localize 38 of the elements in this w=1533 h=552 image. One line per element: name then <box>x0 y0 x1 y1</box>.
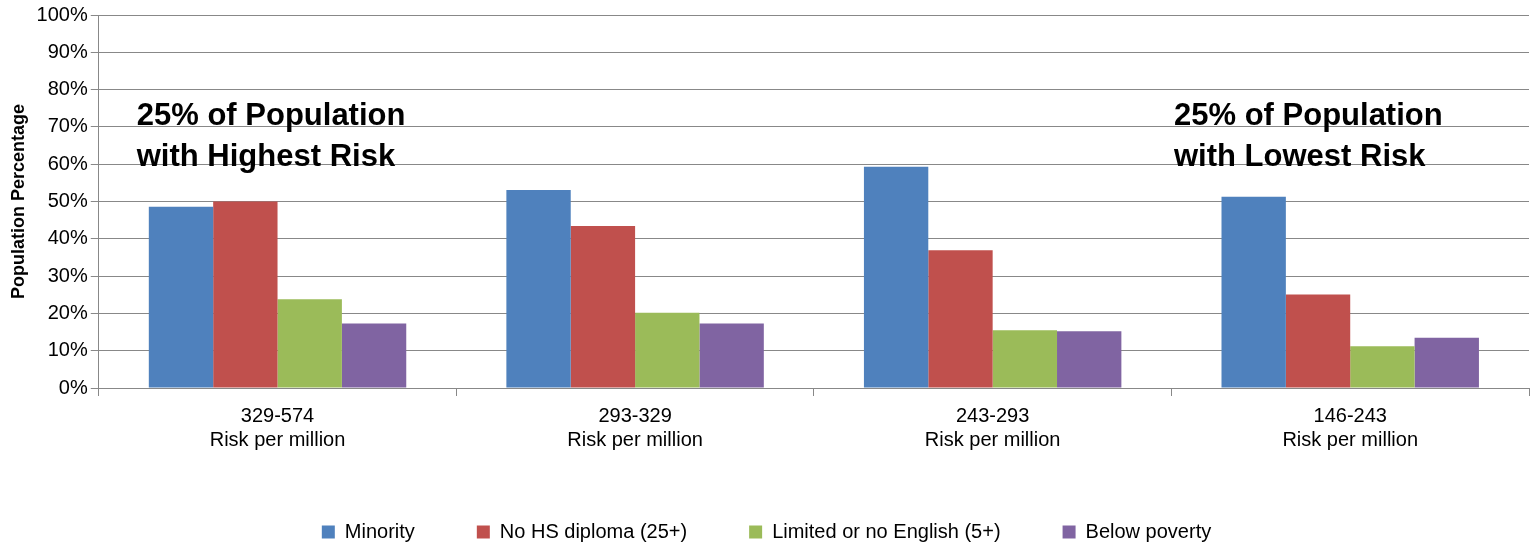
bar <box>1221 196 1286 388</box>
bar <box>570 226 636 388</box>
bar <box>863 166 929 388</box>
x-tick-label: 243-293 Risk per million <box>924 403 1061 450</box>
bar <box>635 312 700 388</box>
bar <box>1350 346 1415 388</box>
x-tick-label: 146-243 Risk per million <box>1282 403 1419 450</box>
annotation: 25% of Population with Highest Risk <box>135 97 406 173</box>
y-tick-label: 40% <box>47 226 88 249</box>
y-axis-title: Population Percentage <box>7 103 28 300</box>
bar <box>1414 337 1479 388</box>
y-tick-label: 50% <box>47 189 88 212</box>
y-tick-label: 70% <box>47 114 88 137</box>
y-tick-label: 0% <box>58 375 88 398</box>
annotation: 25% of Population with Lowest Risk <box>1173 97 1443 173</box>
y-tick-label: 90% <box>47 39 88 62</box>
bar <box>1285 294 1351 388</box>
legend-label: Limited or no English (5+) <box>772 519 1001 542</box>
bar <box>1057 331 1122 388</box>
bar <box>341 323 407 388</box>
bar <box>992 330 1058 388</box>
bar <box>928 250 993 388</box>
y-tick-label: 30% <box>47 263 88 286</box>
y-tick-label: 80% <box>47 77 88 100</box>
bar <box>148 206 214 388</box>
legend-label: Minority <box>344 519 415 542</box>
bar <box>506 189 571 388</box>
y-tick-label: 100% <box>36 2 88 25</box>
x-tick-label: 293-329 Risk per million <box>567 403 703 450</box>
bar <box>213 201 278 388</box>
legend-label: Below poverty <box>1085 519 1212 542</box>
y-tick-label: 60% <box>47 151 88 174</box>
bar <box>277 299 342 388</box>
bar <box>699 323 764 388</box>
legend-label: No HS diploma (25+) <box>499 519 688 542</box>
y-tick-label: 10% <box>47 338 88 361</box>
x-tick-label: 329-574 Risk per million <box>209 403 346 450</box>
y-tick-label: 20% <box>47 300 88 323</box>
